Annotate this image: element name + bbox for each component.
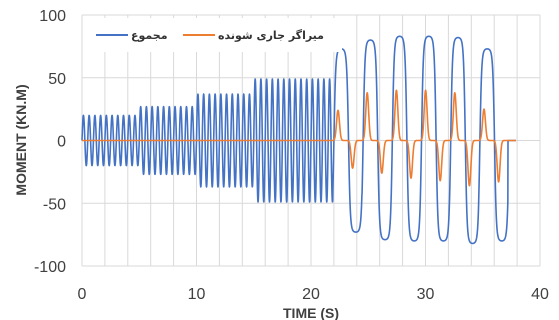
x-tick-label: 30 [417,286,435,303]
legend-label-total: مجموع [131,29,168,42]
y-tick-label: 50 [48,71,66,88]
y-tick-label: -100 [34,259,66,276]
x-tick-label: 40 [531,286,549,303]
series-line-damper [81,89,517,187]
y-axis-label: MOMENT (KN.M) [13,84,29,195]
series-line-total [81,35,517,245]
legend: مجموع میراگر جاری شونده [86,18,342,52]
y-tick-label: 100 [39,8,66,25]
x-tick-label: 0 [78,286,87,303]
series-layer [81,35,517,245]
x-axis-label: TIME (S) [283,305,339,320]
tick-labels: -100 -50 0 50 100 0 10 20 30 40 [34,8,549,303]
x-tick-label: 10 [188,286,206,303]
legend-label-damper: میراگر جاری شونده [218,29,324,42]
x-tick-label: 20 [302,286,320,303]
y-tick-label: -50 [43,196,66,213]
y-tick-label: 0 [57,134,66,151]
